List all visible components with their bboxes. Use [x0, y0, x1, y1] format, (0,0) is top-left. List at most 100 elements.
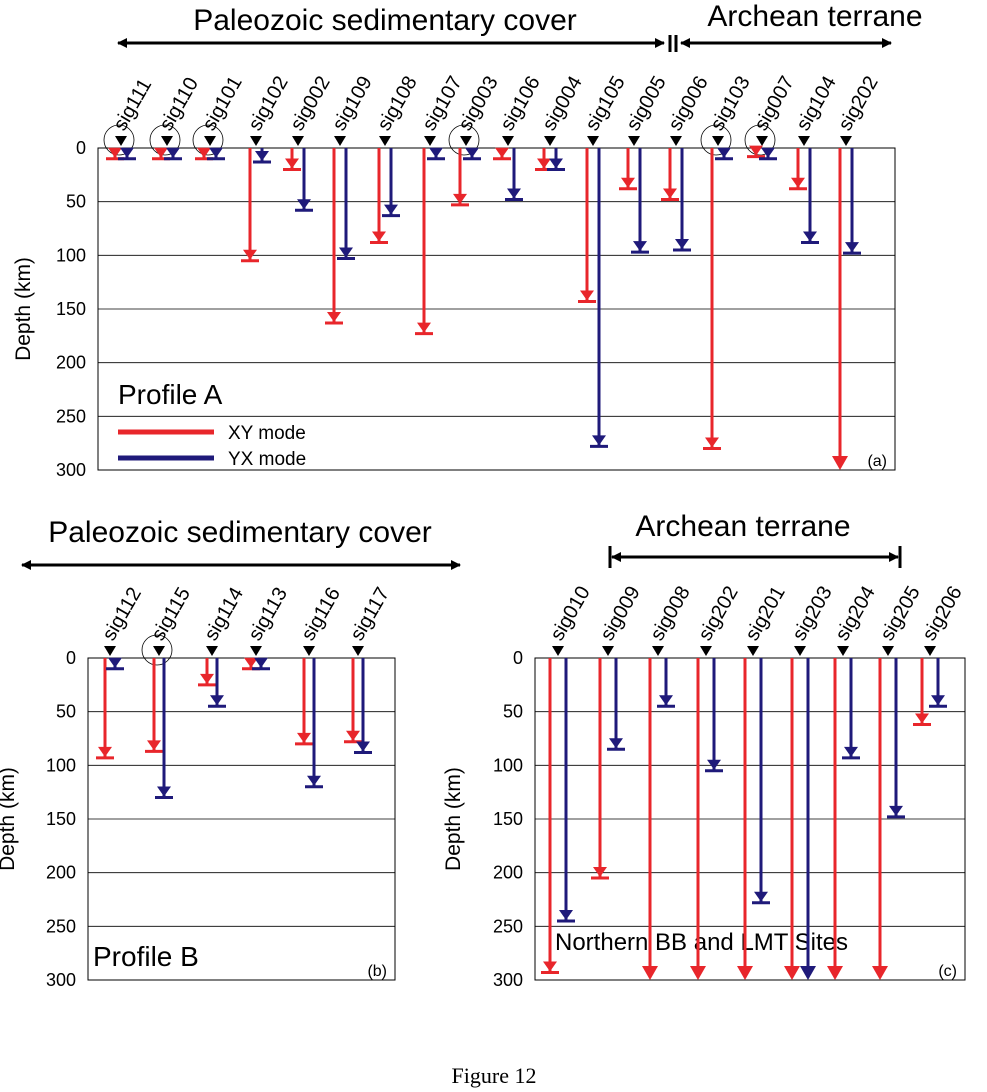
panel-b-site-label: sig114	[200, 584, 248, 645]
panel-c-yx-bar-arrowhead	[707, 759, 721, 770]
panel-c-region-arrow	[608, 546, 902, 568]
panel-b-site-marker	[303, 646, 315, 656]
panel-a-xy-bar-arrowhead	[832, 456, 848, 470]
panel-a-xy-bar-arrowhead	[417, 322, 431, 333]
panel-a-yx-bar-arrowhead	[384, 204, 398, 215]
panel-c-yx-bar-arrowhead	[609, 738, 623, 749]
panel-b-yx-bar-arrowhead	[307, 775, 321, 786]
panel-a-site-label: sig004	[538, 72, 587, 134]
panel-b-site-label: sig112	[98, 584, 146, 645]
panel-c-site-label: sig202	[694, 582, 743, 644]
panel-a-xy-bar-arrowhead	[580, 290, 594, 301]
panel-a-site-circle	[149, 124, 181, 156]
panel-b-y-tick-label: 250	[46, 916, 76, 936]
panel-c-y-tick-label: 150	[493, 809, 523, 829]
panel-a-site-label: sig104	[792, 72, 841, 134]
panel-a-site-label: sig103	[706, 72, 755, 134]
panel-a-site-label: sig106	[496, 72, 545, 134]
panel-a-site-label: sig111	[109, 75, 156, 134]
panel-a-site-circle	[700, 124, 732, 156]
panel-c-xy-bar-arrowhead	[690, 966, 706, 980]
panel-a-xy-bar-arrowhead	[537, 158, 551, 169]
panel-b-yx-bar-arrowhead	[210, 695, 224, 706]
panel-c-y-tick-label: 300	[493, 970, 523, 990]
panel-b-title: Profile B	[93, 941, 199, 972]
panel-a-xy-bar-arrowhead	[791, 177, 805, 188]
panel-c-chart: 0 50 100 150 200 250 300 Depth (km) (c) Northern …	[442, 582, 967, 990]
panel-c-yx-bar-arrowhead	[844, 746, 858, 757]
panel-b-panel-label: (b)	[367, 963, 387, 980]
panel-a-site-circle	[103, 124, 135, 156]
panel-a-xy-bar-arrowhead	[453, 193, 467, 204]
panel-c-site-marker	[747, 646, 759, 656]
panel-c-panel-label: (c)	[938, 963, 957, 980]
panel-a-yx-bar-arrowhead	[633, 241, 647, 252]
panel-c-site-marker	[837, 646, 849, 656]
panel-a-y-tick-label: 100	[56, 245, 86, 265]
panel-b-site-marker	[206, 646, 218, 656]
panel-a-region-label-archean: Archean terrane	[707, 0, 922, 33]
panel-b-y-tick-label: 100	[46, 755, 76, 775]
panel-a-y-tick-label: 150	[56, 299, 86, 319]
panel-b-yx-bar-arrowhead	[356, 741, 370, 752]
panel-c-y-axis-label: Depth (km)	[442, 767, 465, 871]
panel-c-xy-bar-arrowhead	[872, 966, 888, 980]
panel-a-yx-bar-arrowhead	[803, 231, 817, 242]
panel-a-site-marker	[628, 136, 640, 146]
panel-c-yx-bar-arrowhead	[754, 891, 768, 902]
panel-b-xy-bar-arrowhead	[147, 740, 161, 751]
panel-c-site-label: sig203	[788, 582, 837, 644]
panel-a-site-marker	[840, 136, 852, 146]
panel-c-site-marker	[700, 646, 712, 656]
legend-yx-label: YX mode	[228, 449, 306, 470]
panel-b-xy-bar-arrowhead	[346, 730, 360, 741]
panel-a-site-marker	[798, 136, 810, 146]
panel-a-site-marker	[756, 136, 768, 146]
panel-b-xy-bar-arrowhead	[200, 673, 214, 684]
panel-a-yx-bar-arrowhead	[339, 247, 353, 258]
panel-b-y-tick-label: 0	[66, 648, 76, 668]
panel-c-yx-bar-arrowhead	[559, 909, 573, 920]
panel-a-site-marker	[292, 136, 304, 146]
panel-b-yx-bar-arrowhead	[157, 786, 171, 797]
panel-a-site-marker	[712, 136, 724, 146]
panel-a-site-marker	[460, 136, 472, 146]
legend: XY mode YX mode	[118, 423, 306, 470]
panel-a-site-marker	[115, 136, 127, 146]
panel-a-xy-bar-arrowhead	[621, 177, 635, 188]
panel-a-site-label: sig108	[373, 72, 422, 134]
panel-a-site-marker	[544, 136, 556, 146]
panel-c-yx-bar-arrowhead	[931, 695, 945, 706]
panel-a-yx-bar-arrowhead	[166, 147, 180, 158]
panel-a-region-label-paleozoic: Paleozoic sedimentary cover	[193, 4, 577, 37]
panel-a-yx-bar-arrowhead	[675, 238, 689, 249]
panel-a-xy-bar-arrowhead	[243, 249, 257, 260]
panel-a-site-circle	[448, 124, 480, 156]
panel-b-y-tick-label: 200	[46, 863, 76, 883]
panel-b-xy-bar-arrowhead	[98, 746, 112, 757]
panel-b-xy-bar-arrowhead	[244, 657, 258, 668]
panel-a-yx-bar-arrowhead	[507, 188, 521, 199]
panel-a-site-marker	[379, 136, 391, 146]
panel-c-site-marker	[552, 646, 564, 656]
panel-a-y-tick-label: 50	[66, 192, 86, 212]
panel-a-site-label: sig002	[286, 72, 335, 134]
panel-c-site-label: sig010	[546, 582, 595, 644]
panel-a-yx-bar-arrowhead	[465, 147, 479, 158]
panel-c-site-label: sig008	[646, 582, 695, 644]
panel-a-y-tick-label: 300	[56, 460, 86, 480]
panel-a-site-label: sig007	[750, 72, 799, 134]
panel-a-yx-bar-arrowhead	[209, 147, 223, 158]
panel-b-site-label: sig113	[244, 584, 292, 645]
panel-b-plot-frame	[87, 657, 396, 981]
panel-b-site-label: sig116	[297, 584, 345, 645]
panel-c-yx-bar-arrowhead	[889, 805, 903, 816]
panel-c-xy-bar-arrowhead	[642, 966, 658, 980]
panel-c-site-marker	[924, 646, 936, 656]
panel-c-y-tick-label: 50	[503, 702, 523, 722]
panel-b-site-label: sig115	[147, 584, 195, 645]
panel-c-plot-frame	[534, 657, 966, 981]
panel-a-region-arrows	[117, 35, 892, 52]
panel-a-xy-bar-arrowhead	[108, 147, 122, 158]
panel-a-yx-bar-arrowhead	[845, 242, 859, 253]
